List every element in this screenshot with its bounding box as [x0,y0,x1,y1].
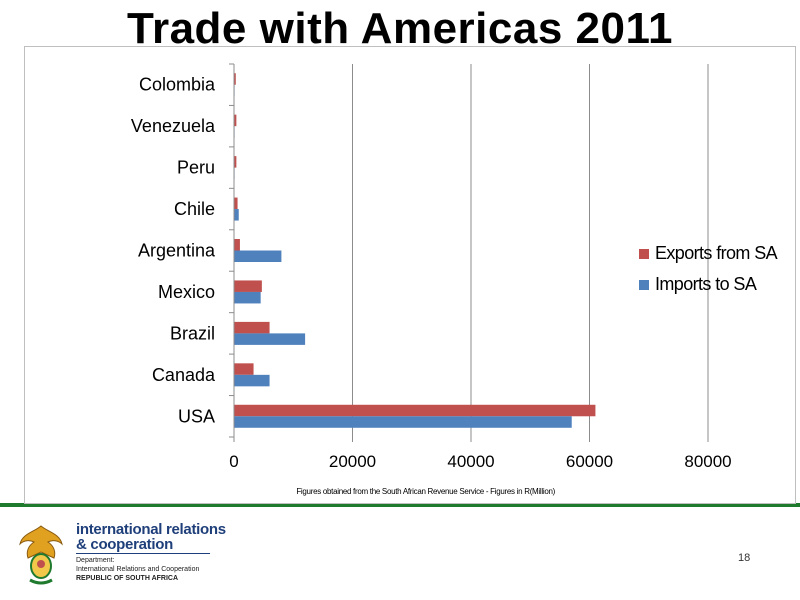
bar-imports-argentina [234,250,282,262]
category-label: Argentina [138,241,216,261]
x-tick-label: 80000 [684,452,731,471]
category-label: Chile [174,199,215,219]
x-tick-label: 0 [229,452,238,471]
green-divider [0,503,800,507]
dept-label: Department: [76,557,115,564]
bar-imports-chile [234,209,239,221]
chart-frame: 0 20000 40000 60000 80000 USA Canada Brazil Mexi… [24,46,796,504]
category-label: Canada [152,365,216,385]
category-label: Peru [177,158,215,178]
bar-exports-brazil [234,321,270,334]
country-name: REPUBLIC OF SOUTH AFRICA [76,575,179,582]
bar-exports-chile [234,197,238,210]
bar-exports-venezuela [234,114,237,127]
category-label: USA [178,406,215,426]
source-note: Figures obtained from the South African … [296,487,555,496]
bar-exports-usa [234,404,596,417]
bar-exports-argentina [234,239,240,251]
slide-title: Trade with Americas 2011 [127,4,673,53]
axes: 0 20000 40000 60000 80000 USA Canada Brazil Mexi… [131,63,732,471]
bar-exports-canada [234,363,254,375]
org-divider [76,553,210,554]
org-line-1: international relations [76,521,226,538]
legend: Exports from SA Imports to SA [639,243,778,294]
bars [234,73,596,428]
org-name: international relations & cooperation [76,522,226,552]
bar-imports-usa [234,416,572,428]
x-tick-label: 40000 [447,452,494,471]
grid-lines [352,64,709,437]
legend-label: Imports to SA [655,274,757,294]
bar-exports-mexico [234,280,262,292]
dept-full: International Relations and Cooperation [76,566,200,573]
category-label: Venezuela [131,116,216,136]
legend-label: Exports from SA [655,243,778,263]
category-label: Mexico [158,282,215,302]
bar-exports-colombia [234,73,236,85]
coat-of-arms-logo [19,525,63,585]
bar-exports-peru [234,156,237,168]
x-tick-label: 60000 [566,452,613,471]
legend-swatch [639,249,649,259]
category-label: Brazil [170,323,215,343]
bar-chart: 0 20000 40000 60000 80000 USA Canada Brazil Mexi… [131,63,778,471]
category-label: Colombia [139,75,216,95]
dept-subtitle: Department: International Relations and … [76,556,199,583]
bar-imports-mexico [234,291,261,304]
org-line-2: & cooperation [76,536,173,553]
page-number: 18 [738,552,751,564]
bar-imports-canada [234,374,270,387]
bar-imports-brazil [234,333,306,345]
legend-swatch [639,280,649,290]
x-tick-label: 20000 [329,452,376,471]
